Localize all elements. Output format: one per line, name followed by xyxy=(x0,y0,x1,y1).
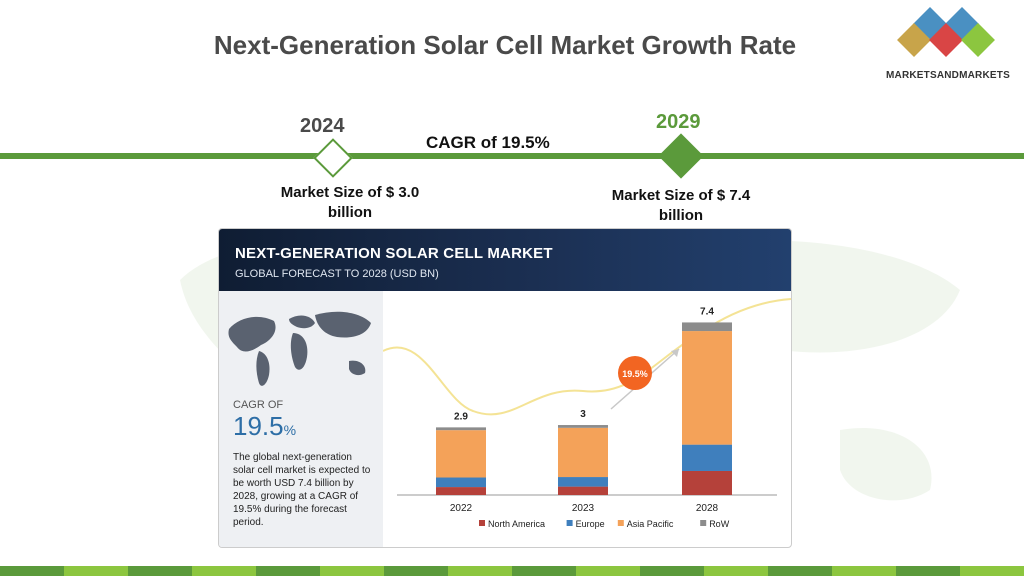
timeline-marker-end xyxy=(658,133,704,179)
end-market-size: Market Size of $ 7.4 billion xyxy=(611,187,751,224)
world-map-icon xyxy=(228,311,371,386)
page-title: Next-Generation Solar Cell Market Growth… xyxy=(213,30,797,60)
infographic-left-panel: CAGR OF 19.5% The global next-generation… xyxy=(219,291,383,547)
legend-label-europe: Europe xyxy=(576,519,605,529)
footer-stripe xyxy=(0,566,1024,576)
infographic-card: NEXT-GENERATION SOLAR CELL MARKET GLOBAL… xyxy=(218,228,792,548)
cagr-badge xyxy=(618,356,652,390)
bar-segment-2023-europe xyxy=(558,477,608,487)
timeline-end-year: 2029 xyxy=(656,111,701,133)
trend-curve xyxy=(383,298,791,416)
bar-segment-2028-asia-pacific xyxy=(682,331,732,445)
stacked-bar-chart: 2.9 2022 3 2023 7.4 2028 19.5% North America Eur… xyxy=(383,298,791,529)
x-tick-label-2028: 2028 xyxy=(696,503,719,514)
bar-segment-2022-north-america xyxy=(436,487,486,495)
legend-label-asia-pacific: Asia Pacific xyxy=(627,519,674,529)
bar-segment-2028-europe xyxy=(682,444,732,471)
growth-arrowhead xyxy=(671,349,679,357)
bar-segment-2023-asia-pacific xyxy=(558,427,608,478)
bar-segment-2028-row xyxy=(682,322,732,332)
legend-swatch-north-america xyxy=(479,520,485,526)
bar-total-label-2022: 2.9 xyxy=(454,411,468,422)
legend-label-row: RoW xyxy=(709,519,730,529)
x-tick-label-2022: 2022 xyxy=(450,503,473,514)
infographic-header: NEXT-GENERATION SOLAR CELL MARKET GLOBAL… xyxy=(219,229,791,291)
markets-and-markets-logo xyxy=(897,7,995,57)
bar-total-label-2028: 7.4 xyxy=(700,306,714,317)
brand-name: MARKETSANDMARKETS xyxy=(886,70,1010,81)
legend-swatch-asia-pacific xyxy=(617,520,624,526)
bar-segment-2022-row xyxy=(436,427,486,431)
start-market-size: Market Size of $ 3.0 billion xyxy=(280,184,420,221)
cagr-number: 19.5 xyxy=(233,411,284,441)
bar-segment-2023-north-america xyxy=(558,486,608,495)
bar-total-label-2023: 3 xyxy=(580,409,586,420)
cagr-badge-text: 19.5% xyxy=(622,369,648,379)
bar-segment-2028-north-america xyxy=(682,470,732,495)
legend-swatch-row xyxy=(700,520,707,526)
cagr-percent-sign: % xyxy=(283,422,297,438)
x-tick-label-2023: 2023 xyxy=(572,503,595,514)
cagr-label: CAGR of 19.5% xyxy=(426,133,550,152)
timeline-start-year: 2024 xyxy=(300,115,345,137)
cagr-value: 19.5% xyxy=(233,411,296,442)
bar-segment-2022-asia-pacific xyxy=(436,430,486,478)
infographic-subtitle: GLOBAL FORECAST TO 2028 (USD BN) xyxy=(235,268,439,280)
cagr-of-label: CAGR OF xyxy=(233,399,284,411)
market-description: The global next-generation solar cell ma… xyxy=(233,452,371,528)
bar-segment-2023-row xyxy=(558,425,608,428)
infographic-title: NEXT-GENERATION SOLAR CELL MARKET xyxy=(235,245,553,262)
timeline-line xyxy=(0,153,1024,159)
legend-label-north-america: North America xyxy=(488,519,545,529)
timeline-marker-start xyxy=(313,138,353,178)
bar-segment-2022-europe xyxy=(436,477,486,488)
legend-swatch-europe xyxy=(566,520,573,526)
